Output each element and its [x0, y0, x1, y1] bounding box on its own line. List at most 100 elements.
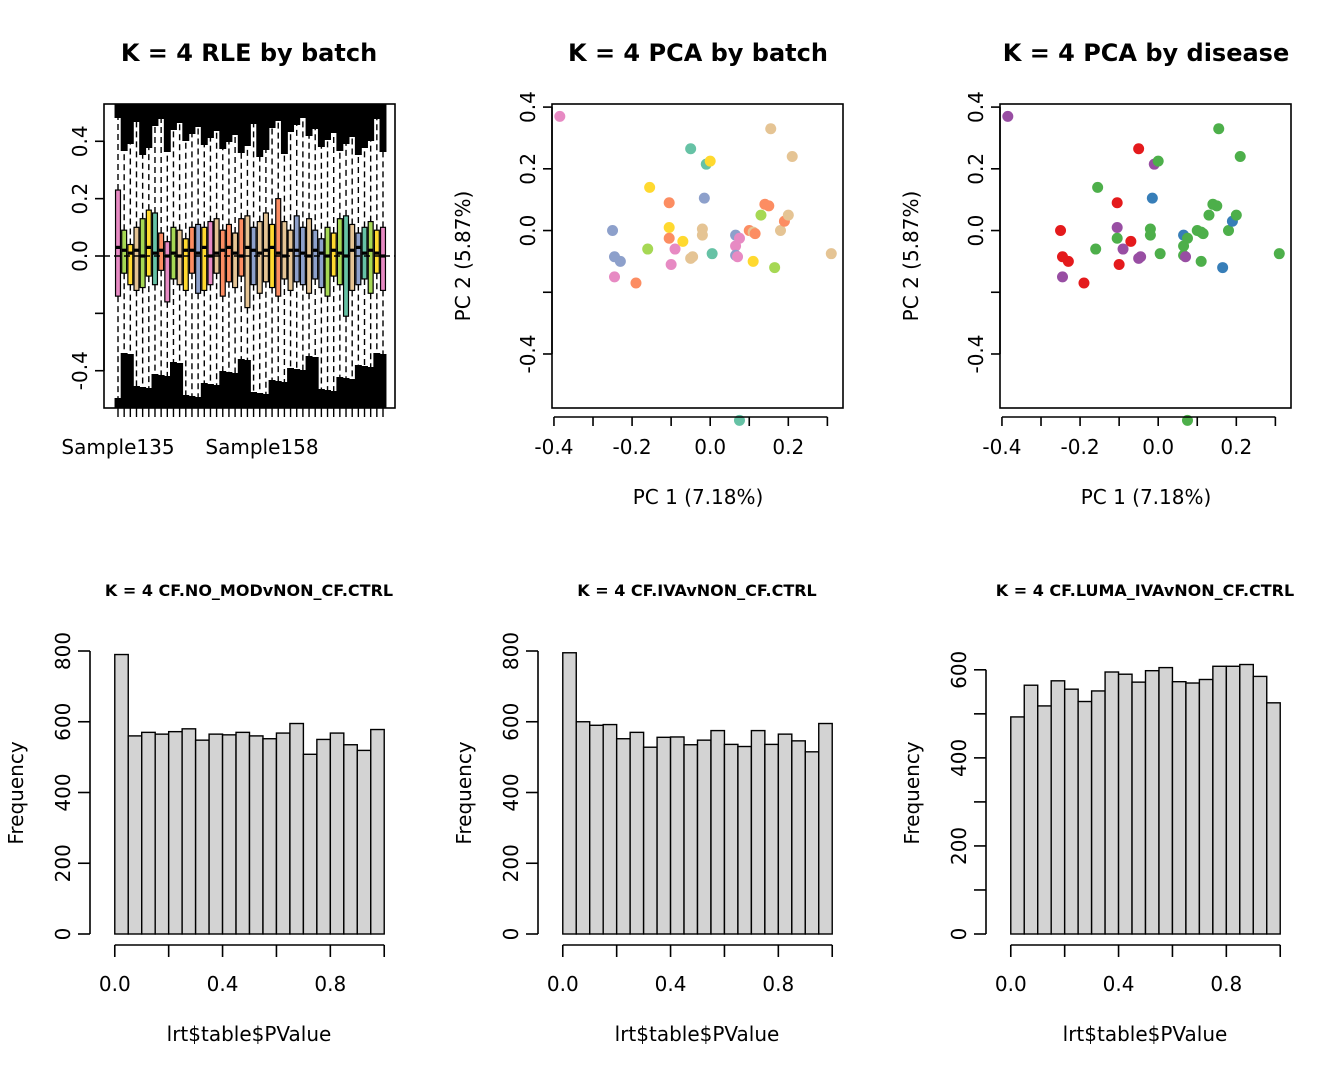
rle-box: [151, 212, 159, 286]
rle-outliers-upper: [170, 104, 177, 130]
rle-outliers-upper: [206, 104, 214, 138]
rle-outliers-lower: [299, 370, 307, 408]
hist-luma-bar: [1185, 682, 1201, 935]
pca-batch-point: [665, 258, 677, 270]
hist-luma-bar: [1023, 684, 1039, 935]
rle-outliers-lower: [213, 385, 221, 408]
rle-outliers-lower: [120, 353, 128, 408]
hist-nomod-bar: [302, 753, 318, 935]
rle-box: [238, 218, 245, 277]
rle-outliers-lower: [145, 388, 153, 408]
hist-iva-panel: K = 4 CF.IVAvNON_CF.CTRL 0.0 0.4 0.8 0 200 4…: [452, 581, 834, 1046]
rle-box: [127, 243, 134, 286]
pca-disease-point: [1152, 155, 1164, 167]
pca-disease-point: [1133, 143, 1145, 155]
hist-nomod-x-tick-label: 0.4: [207, 972, 239, 996]
rle-outliers-lower: [163, 376, 171, 408]
pca-batch-point: [663, 232, 675, 244]
rle-outliers-upper: [361, 104, 368, 148]
rle-y-tick-label: 0.2: [68, 183, 92, 215]
pca-disease-panel: K = 4 PCA by disease -0.4 -0.2 0.0 0.2 -0.4…: [899, 39, 1292, 509]
hist-iva-bar: [737, 745, 753, 935]
rle-x-axis: [117, 408, 384, 417]
rle-outliers-lower: [287, 368, 295, 408]
hist-luma-y-tick-label: 400: [947, 739, 971, 777]
pca-disease-point: [1135, 251, 1147, 263]
pca-batch-y-tick-label: 0.0: [516, 215, 540, 247]
rle-box: [114, 189, 122, 297]
pca-batch-point: [687, 251, 699, 263]
rle-box: [349, 223, 356, 292]
pca-batch-point: [747, 255, 759, 267]
rle-box: [379, 226, 387, 292]
rle-outliers-lower: [139, 387, 147, 408]
rle-outliers-lower: [268, 380, 276, 408]
hist-luma-x-tick-label: 0.4: [1103, 972, 1135, 996]
rle-outliers-lower: [373, 353, 381, 408]
hist-iva-x-tick-label: 0.0: [547, 972, 579, 996]
rle-outliers-lower: [151, 374, 159, 408]
hist-luma-bar: [1144, 669, 1160, 935]
rle-outliers-lower: [354, 365, 362, 408]
rle-outliers-lower: [336, 377, 344, 408]
pca-disease-point: [1195, 255, 1207, 267]
rle-outliers-lower: [250, 392, 258, 408]
hist-nomod-bar: [289, 722, 305, 935]
pca-disease-y-axis: -0.4 0.0 0.2 0.4: [964, 91, 1001, 374]
pca-batch-x-tick-label: 0.2: [772, 435, 804, 459]
rle-box: [275, 198, 282, 297]
hist-iva-bar: [656, 736, 672, 935]
hist-nomod-x-label: lrt$table$PValue: [167, 1022, 332, 1046]
pca-disease-point: [1055, 225, 1067, 237]
pca-disease-point: [1056, 271, 1068, 283]
rle-outliers-upper: [188, 104, 196, 134]
rle-box: [213, 218, 220, 274]
rle-outliers-upper: [200, 104, 208, 145]
rle-box: [182, 238, 189, 292]
hist-nomod-bar: [114, 653, 129, 935]
rle-outliers-upper: [182, 104, 190, 141]
hist-iva-bar: [777, 733, 793, 935]
rle-outliers-upper: [133, 104, 140, 122]
rle-outliers-lower: [256, 393, 264, 408]
hist-luma-x-axis: 0.0 0.4 0.8: [995, 944, 1282, 996]
rle-outliers-lower: [262, 394, 270, 408]
rle-box: [355, 232, 362, 286]
pca-batch-point: [630, 277, 642, 289]
hist-nomod-bar: [235, 731, 251, 935]
pca-batch-point: [732, 251, 744, 263]
hist-nomod-bar: [275, 732, 291, 935]
pca-batch-point: [704, 155, 716, 167]
hist-nomod-y-tick-label: 400: [51, 773, 75, 811]
rle-outliers-lower: [348, 379, 356, 408]
rle-box: [269, 223, 276, 289]
pca-disease-y-tick-label: 0.0: [964, 215, 988, 247]
rle-outliers-lower: [225, 372, 233, 408]
pca-batch-point: [706, 248, 718, 260]
hist-luma-bar: [1010, 716, 1025, 935]
hist-nomod-bar: [141, 731, 156, 935]
rle-outliers-upper: [274, 104, 282, 121]
pca-batch-point: [607, 225, 619, 237]
hist-luma-bar: [1225, 665, 1241, 935]
hist-iva-bar: [683, 744, 699, 935]
hist-nomod-y-tick-label: 600: [51, 703, 75, 741]
rle-box: [207, 220, 214, 286]
pca-disease-point: [1273, 248, 1285, 260]
hist-luma-bar: [1239, 663, 1254, 935]
hist-luma-bars: [1010, 663, 1281, 935]
hist-nomod-bar: [194, 739, 210, 935]
pca-disease-point: [1113, 258, 1125, 270]
hist-luma-bar: [1117, 673, 1133, 935]
rle-outliers-lower: [342, 378, 350, 408]
hist-nomod-title: K = 4 CF.NO_MODvNON_CF.CTRL: [105, 581, 393, 600]
pca-batch-point: [669, 243, 681, 255]
rle-outliers-upper: [145, 104, 153, 148]
pca-disease-point: [1111, 197, 1123, 209]
rle-y-tick-label: -0.4: [68, 351, 92, 390]
hist-nomod-y-tick-label: 800: [51, 632, 75, 670]
rle-outliers-lower: [324, 390, 331, 408]
hist-nomod-bar: [248, 735, 264, 935]
rle-outliers-lower: [194, 397, 202, 408]
rle-outliers-upper: [287, 104, 295, 132]
